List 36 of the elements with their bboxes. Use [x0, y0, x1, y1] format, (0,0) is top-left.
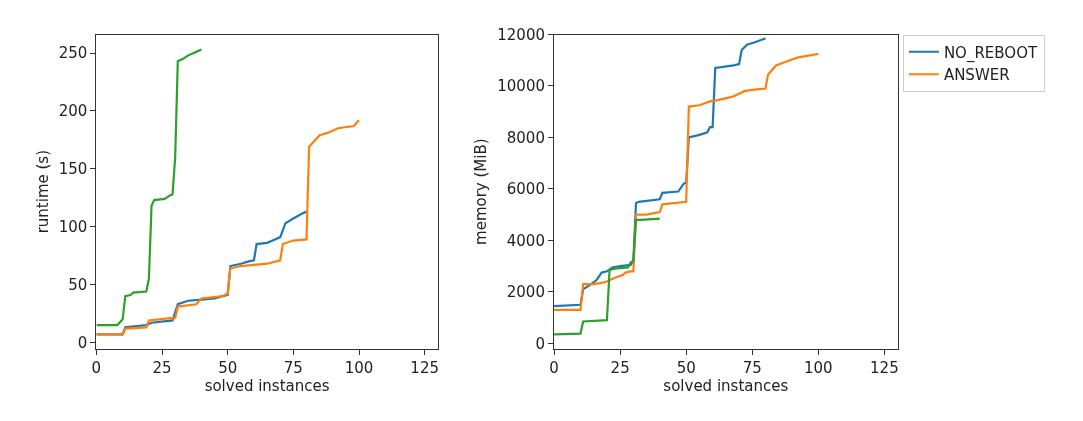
y-tick-label: 50: [68, 275, 88, 294]
x-tick-label: 100: [804, 358, 833, 377]
x-tick-label: 75: [742, 358, 762, 377]
y-tick-label: 4000: [506, 231, 545, 250]
y-tick-label: 6000: [506, 180, 545, 199]
x-tick-label: 0: [549, 358, 559, 377]
y-tick-label: 8000: [506, 128, 545, 147]
y-tick-label: 12000: [497, 25, 545, 44]
y-tick-label: 150: [58, 160, 88, 179]
y-tick-label: 0: [77, 333, 88, 352]
x-tick-label: 50: [676, 358, 696, 377]
y-tick-label: 10000: [497, 77, 545, 96]
x-tick-label: 25: [610, 358, 630, 377]
x-tick-label: 125: [870, 358, 899, 377]
y-tick-label: 0: [535, 334, 545, 353]
y-axis-title: memory (MiB): [472, 138, 491, 245]
y-axis-title: runtime (s): [33, 149, 52, 234]
y-tick-label: 100: [58, 217, 88, 236]
x-tick-label: 25: [152, 358, 172, 377]
line-series: [554, 37, 767, 308]
x-tick-label: 100: [344, 358, 374, 377]
y-tick-label: 2000: [506, 283, 545, 302]
x-tick-label: 50: [218, 358, 238, 377]
x-tick-label: 0: [91, 358, 102, 377]
y-tick-label: 200: [58, 102, 88, 121]
x-tick-label: 125: [410, 358, 439, 377]
x-axis-title: solved instances: [204, 376, 330, 395]
legend-label: NO_REBOOT: [943, 43, 1038, 63]
line-series: [96, 48, 203, 327]
x-axis-title: solved instances: [663, 376, 789, 395]
line-series: [554, 217, 661, 336]
line-series: [96, 119, 361, 336]
y-tick-label: 250: [58, 44, 88, 63]
line-series: [554, 52, 820, 311]
x-tick-label: 75: [283, 358, 303, 377]
legend-label: ANSWER: [943, 66, 1010, 85]
